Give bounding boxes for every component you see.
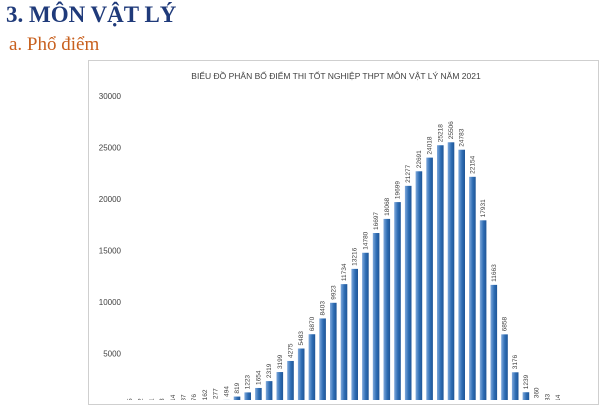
data-label: 22154 (469, 155, 476, 173)
bar (255, 388, 262, 400)
data-label: 13216 (352, 247, 359, 265)
bar (523, 392, 530, 400)
bar (234, 397, 241, 400)
y-tick-label: 20000 (99, 195, 122, 204)
data-label: 16697 (373, 212, 380, 230)
data-label: 162 (202, 389, 209, 400)
data-label: 83 (544, 394, 551, 400)
data-label: 277 (213, 388, 220, 399)
data-label: 21277 (405, 164, 412, 182)
data-label: 37 (181, 394, 188, 400)
data-label: 11663 (491, 264, 498, 282)
data-label: 360 (534, 387, 541, 398)
bar (244, 392, 251, 400)
bar (469, 177, 476, 400)
data-label: 25506 (448, 121, 455, 139)
data-label: 4275 (288, 343, 295, 358)
bar (341, 284, 348, 400)
data-label: 3176 (512, 354, 519, 369)
data-label: 17931 (480, 199, 487, 217)
data-label: 8403 (320, 301, 327, 316)
bar (480, 220, 487, 400)
bar (416, 171, 423, 400)
bar (384, 219, 391, 400)
bar (373, 233, 380, 400)
bar (512, 372, 519, 400)
data-label: 9923 (330, 285, 337, 300)
data-label: 1654 (255, 370, 262, 385)
data-label: 24783 (459, 128, 466, 146)
bar (458, 150, 465, 400)
data-label: 1239 (523, 374, 530, 389)
bar (448, 142, 455, 400)
data-label: 3199 (277, 354, 284, 369)
data-label: 1223 (245, 375, 252, 390)
data-label: 494 (223, 386, 230, 397)
data-label: 24018 (427, 136, 434, 154)
bar (362, 253, 369, 400)
data-label: 25218 (437, 124, 444, 142)
data-label: 6870 (309, 316, 316, 331)
bar (298, 349, 305, 400)
data-label: 14 (555, 394, 562, 400)
bar (426, 158, 433, 400)
data-label: 14 (170, 394, 177, 400)
bar (351, 269, 358, 400)
bar (501, 334, 508, 400)
bar (287, 361, 294, 400)
data-label: 76 (191, 394, 198, 400)
bar (437, 145, 444, 400)
data-label: 2319 (266, 363, 273, 378)
bar (330, 303, 337, 400)
y-tick-label: 10000 (99, 298, 122, 307)
y-tick-label: 5000 (103, 350, 121, 359)
bar (309, 334, 316, 400)
chart-title: BIỂU ĐỒ PHÂN BỐ ĐIỂM THI TỐT NGHIỆP THPT… (191, 70, 481, 81)
bar (394, 202, 401, 400)
data-label: 19699 (395, 181, 402, 199)
y-tick-label: 30000 (99, 92, 122, 101)
data-label: 22691 (416, 150, 423, 168)
data-label: 6858 (502, 317, 509, 332)
data-label: 11734 (341, 263, 348, 281)
bar (491, 285, 498, 400)
bar (319, 318, 326, 400)
y-tick-label: 25000 (99, 144, 122, 153)
bar (277, 372, 284, 400)
bar (266, 381, 273, 400)
data-label: 5483 (298, 331, 305, 346)
data-label: 18068 (384, 197, 391, 215)
y-axis-ticks: 30000 25000 20000 15000 10000 5000 (99, 92, 122, 359)
y-tick-label: 15000 (99, 247, 122, 256)
data-label: 819 (234, 382, 241, 393)
bar (405, 186, 412, 400)
data-label: 14780 (362, 231, 369, 249)
